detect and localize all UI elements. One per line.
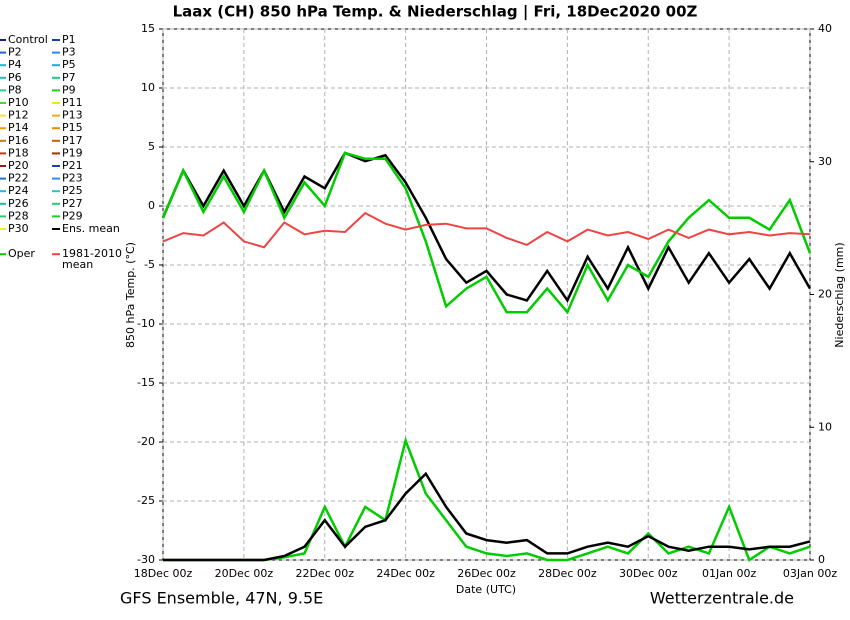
y2-tick-label: 20 — [818, 288, 832, 301]
y-tick-label: -25 — [137, 494, 155, 507]
legend-label: P2 — [8, 46, 22, 59]
y-tick-label: -10 — [137, 317, 155, 330]
x-tick-label: 01Jan 00z — [702, 567, 756, 580]
y2-tick-label: 30 — [818, 155, 832, 168]
x-axis-label: Date (UTC) — [456, 583, 516, 596]
y-tick-label: -15 — [137, 376, 155, 389]
legend-label: P17 — [62, 134, 83, 147]
y-tick-label: 0 — [148, 199, 155, 212]
y2-tick-label: 10 — [818, 420, 832, 433]
legend-label: P13 — [62, 109, 83, 122]
legend-label: P23 — [62, 172, 83, 185]
x-tick-label: 03Jan 00z — [783, 567, 837, 580]
legend-label: P19 — [62, 146, 83, 159]
legend-label: P3 — [62, 46, 76, 59]
chart-title: Laax (CH) 850 hPa Temp. & Niederschlag |… — [173, 3, 698, 22]
legend-label: P16 — [8, 134, 29, 147]
y2-axis-label: Niederschlag (mm) — [833, 242, 846, 347]
x-tick-label: 26Dec 00z — [457, 567, 516, 580]
legend-label: 1981-2010 mean — [62, 247, 122, 271]
legend-label: P10 — [8, 96, 29, 109]
y-tick-label: 5 — [148, 140, 155, 153]
legend-label: P28 — [8, 209, 29, 222]
footer-source: GFS Ensemble, 47N, 9.5E — [120, 589, 323, 608]
legend-label: P25 — [62, 184, 83, 197]
legend-label: P15 — [62, 121, 83, 134]
legend-label: P24 — [8, 184, 29, 197]
legend-label: P14 — [8, 121, 29, 134]
precip-line — [163, 471, 811, 562]
legend-label: P27 — [62, 197, 83, 210]
y-axis-label: 850 hPa Temp. (°C) — [124, 242, 137, 348]
legend-label: P9 — [62, 83, 76, 96]
legend-label: P5 — [62, 58, 76, 71]
legend-label: P21 — [62, 159, 83, 172]
legend-label: P29 — [62, 209, 83, 222]
legend-label: P18 — [8, 146, 29, 159]
y2-tick-label: 0 — [818, 553, 825, 566]
legend-label: Control — [8, 33, 48, 46]
footer-site: Wetterzentrale.de — [650, 589, 794, 608]
legend-label: P22 — [8, 172, 29, 185]
legend-label: P4 — [8, 58, 22, 71]
temp-line — [162, 211, 811, 249]
y2-tick-label: 40 — [818, 22, 832, 35]
legend-label: P12 — [8, 109, 29, 122]
x-tick-label: 20Dec 00z — [215, 567, 274, 580]
legend-label: P1 — [62, 33, 76, 46]
x-tick-label: 18Dec 00z — [134, 567, 193, 580]
legend-label: P6 — [8, 71, 22, 84]
legend-label: P30 — [8, 222, 29, 235]
temp-line — [161, 151, 812, 315]
x-tick-label: 28Dec 00z — [538, 567, 597, 580]
legend-label: P8 — [8, 83, 22, 96]
x-tick-label: 30Dec 00z — [619, 567, 678, 580]
y-tick-label: -30 — [137, 553, 155, 566]
x-tick-label: 24Dec 00z — [376, 567, 435, 580]
x-tick-label: 22Dec 00z — [295, 567, 354, 580]
y-tick-label: -20 — [137, 435, 155, 448]
legend-label: Ens. mean — [62, 222, 120, 235]
legend-label: Oper — [8, 247, 35, 260]
y-tick-label: 15 — [141, 22, 155, 35]
y-tick-label: 10 — [141, 81, 155, 94]
y-tick-label: -5 — [144, 258, 155, 271]
legend-label: P11 — [62, 96, 83, 109]
legend-label: P7 — [62, 71, 76, 84]
legend-label: P26 — [8, 197, 29, 210]
legend-label: P20 — [8, 159, 29, 172]
